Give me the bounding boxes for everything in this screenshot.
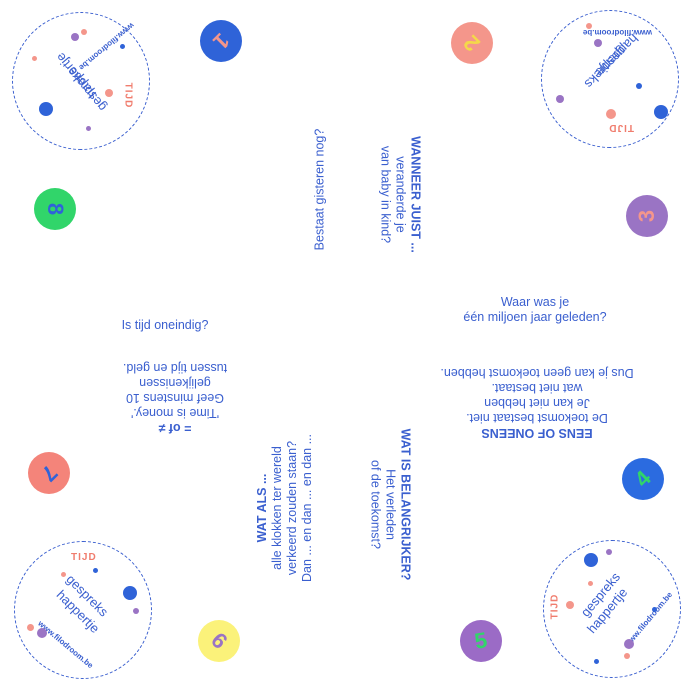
logo-dot [566,601,574,609]
card-line: Waar was je [500,295,570,309]
number-badge-5: 5 [460,620,502,662]
logo-dot [123,586,137,600]
number-badge-1: 1 [200,20,242,62]
card-line: Dus je kan geen toekomst hebben. [440,366,634,380]
card-left-statement: = of ≠ 'Time is money.' Geef minstens 10… [95,360,255,435]
card-bottom-question-2: WAT ALS ... alle klokken ter wereld verk… [255,423,315,593]
card-line: veranderde je [393,156,408,233]
card-title: WAT ALS ... [255,473,269,543]
badge-number: 7 [36,460,63,487]
badge-number: 6 [206,627,233,654]
logo-dot [105,89,113,97]
card-bottom-question: WAT IS BELANGRIJKER? Het verleden of de … [368,415,413,595]
card-line: van baby in kind? [378,145,393,244]
logo-dot [606,109,616,119]
badge-number: 3 [634,209,659,223]
card-left-question: Is tijd oneindig? [95,318,235,333]
card-right-statement: EENS OF ONEENS De toekomst bestaat niet.… [412,365,662,440]
logo-dot [133,608,139,614]
logo-dot [652,607,657,612]
card-line: verkeerd zouden staan? [285,440,299,576]
logo-dot [39,102,53,116]
logo-dot [93,568,98,573]
logo-dot [584,553,598,567]
logo-dot [81,29,87,35]
logo-tijd: TIJD [71,552,97,563]
card-line: Dan ... en dan ... en dan ... [300,433,314,583]
card-line: wat niet bestaat. [491,381,583,395]
card-title: = of ≠ [158,421,192,435]
logo-tijd: TIJD [549,593,561,620]
logo-dot [71,33,79,41]
badge-number: 1 [208,28,235,55]
logo-dot [32,56,37,61]
card-top-question-2: Bestaat gisteren nog? [313,120,328,260]
logo-dot [588,581,593,586]
logo-dot [636,83,642,89]
corner-logo-top-right: www.filodroom.be TIJD gespreks happertje [541,10,679,148]
logo-dot [86,126,91,131]
number-badge-4: 4 [622,458,664,500]
card-line: tussen tijd en geld. [122,361,228,375]
logo-dot [594,39,602,47]
card-top-question: WANNEER JUIST ... veranderde je van baby… [378,105,423,285]
number-badge-7: 7 [28,452,70,494]
logo-tijd: TIJD [122,82,134,109]
corner-logo-bottom-left: www.filodroom.be TIJD gespreks happertje [14,541,152,679]
card-line: Bestaat gisteren nog? [312,128,327,251]
badge-number: 2 [458,30,485,57]
card-line: Je kan niet hebben [484,396,590,410]
card-title: EENS OF ONEENS [481,426,593,440]
logo-url: www.filodroom.be [77,20,136,73]
logo-dot [624,653,630,659]
number-badge-6: 6 [198,620,240,662]
logo-dot [594,659,599,664]
badge-number: 8 [43,202,68,216]
card-title: WANNEER JUIST ... [408,136,423,253]
corner-logo-bottom-right: www.filodroom.be TIJD gespreks happertje [543,540,681,678]
badge-number: 4 [629,465,656,492]
logo-dot [61,572,66,577]
card-line: De toekomst bestaat niet. [466,411,608,425]
number-badge-3: 3 [626,195,668,237]
logo-dot [624,639,634,649]
logo-brand-line2: happertje [592,31,642,80]
card-line: één miljoen jaar geleden? [463,310,607,324]
logo-tijd: TIJD [608,122,634,133]
number-badge-2: 2 [451,22,493,64]
card-line: gelijkenissen [139,376,211,390]
logo-dot [37,628,47,638]
card-line: Het verleden [383,469,398,540]
card-line: of de toekomst? [368,460,383,549]
card-line: Is tijd oneindig? [121,318,209,332]
card-right-question: Waar was je één miljoen jaar geleden? [455,295,615,325]
logo-dot [586,23,592,29]
number-badge-8: 8 [34,188,76,230]
logo-dot [654,105,668,119]
logo-dot [27,624,34,631]
card-title: WAT IS BELANGRIJKER? [398,428,413,581]
badge-number: 5 [472,627,490,654]
logo-dot [120,44,125,49]
logo-url: www.filodroom.be [582,28,652,37]
corner-logo-top-left: www.filodroom.be TIJD gespreks happertje [12,12,150,150]
logo-dot [556,95,564,103]
card-line: 'Time is money.' [130,406,220,420]
card-line: Geef minstens 10 [126,391,224,405]
card-line: alle klokken ter wereld [270,446,284,570]
logo-dot [606,549,612,555]
